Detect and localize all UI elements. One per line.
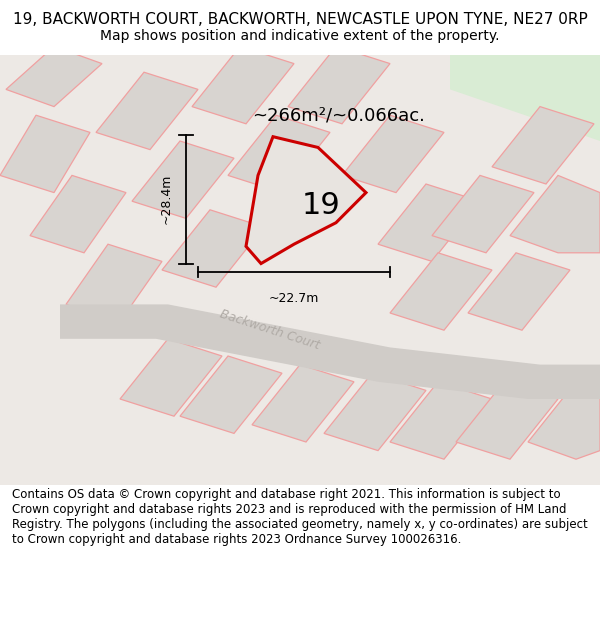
Polygon shape [456, 382, 558, 459]
Polygon shape [30, 176, 126, 253]
Polygon shape [6, 46, 102, 107]
Polygon shape [60, 304, 600, 399]
Polygon shape [66, 244, 162, 322]
Polygon shape [510, 176, 600, 253]
Text: Backworth Court: Backworth Court [218, 308, 322, 352]
Polygon shape [192, 46, 294, 124]
Polygon shape [390, 253, 492, 330]
Polygon shape [432, 176, 534, 253]
Text: ~28.4m: ~28.4m [160, 174, 173, 224]
Polygon shape [228, 115, 330, 192]
Polygon shape [162, 210, 264, 288]
Polygon shape [528, 382, 600, 459]
Polygon shape [342, 115, 444, 192]
Text: Contains OS data © Crown copyright and database right 2021. This information is : Contains OS data © Crown copyright and d… [12, 488, 588, 546]
Polygon shape [246, 137, 366, 264]
Text: ~266m²/~0.066ac.: ~266m²/~0.066ac. [252, 106, 425, 124]
Polygon shape [132, 141, 234, 218]
Polygon shape [390, 382, 492, 459]
Polygon shape [450, 55, 600, 141]
Polygon shape [252, 364, 354, 442]
Polygon shape [288, 46, 390, 124]
Polygon shape [378, 184, 480, 261]
Polygon shape [120, 339, 222, 416]
Text: 19: 19 [302, 191, 340, 220]
Polygon shape [492, 107, 594, 184]
Text: Map shows position and indicative extent of the property.: Map shows position and indicative extent… [100, 29, 500, 43]
Text: 19, BACKWORTH COURT, BACKWORTH, NEWCASTLE UPON TYNE, NE27 0RP: 19, BACKWORTH COURT, BACKWORTH, NEWCASTL… [13, 12, 587, 27]
Polygon shape [0, 115, 90, 192]
Polygon shape [96, 72, 198, 149]
Polygon shape [324, 373, 426, 451]
Polygon shape [180, 356, 282, 433]
Text: ~22.7m: ~22.7m [269, 291, 319, 304]
Polygon shape [468, 253, 570, 330]
